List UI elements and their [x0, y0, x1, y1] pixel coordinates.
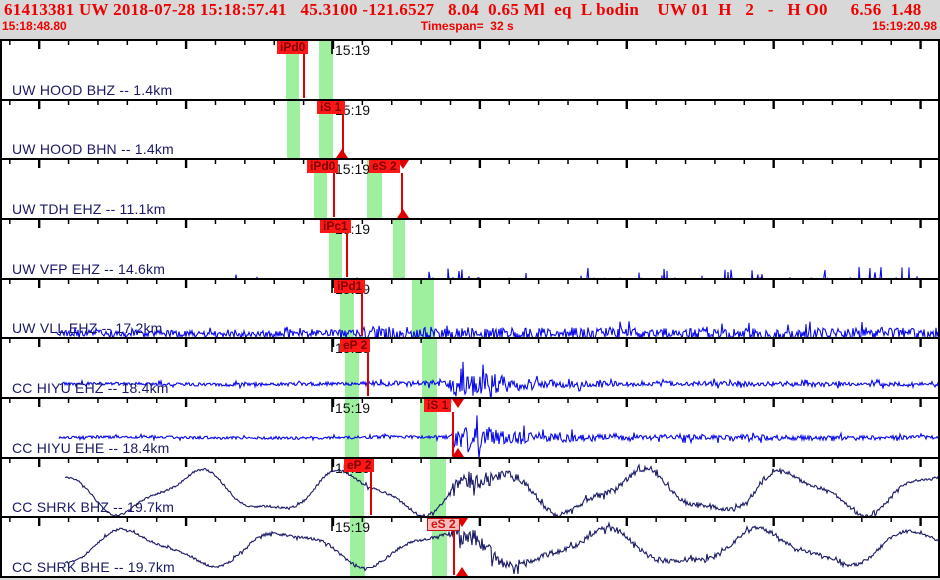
pick-time-line[interactable] [452, 412, 454, 456]
phase-pick-flag[interactable]: eP 2 [344, 459, 375, 472]
phase-window-band [393, 220, 405, 278]
station-channel-label: UW TDH EHZ -- 11.1km [12, 201, 166, 218]
minute-time-label: 15:19 [335, 161, 371, 178]
pick-marker-down-icon [452, 399, 464, 409]
station-channel-label: CC SHRK BHZ -- 19.7km [12, 499, 175, 516]
pick-marker-down-icon [397, 160, 409, 170]
phase-window-band [412, 279, 434, 338]
phase-window-band [287, 100, 300, 159]
seismogram-waveform[interactable] [2, 339, 938, 398]
phase-window-band [329, 220, 342, 278]
phase-window-band [319, 41, 333, 99]
time-axis-header: 15:18:48.80 Timespan= 32 s 15:19:20.98 [0, 19, 940, 33]
window-end-time: 15:19:20.98 [872, 19, 937, 33]
station-channel-label: CC SHRK BHE -- 19.7km [12, 559, 175, 576]
phase-window-band [340, 279, 354, 338]
pick-marker-up-icon [456, 567, 468, 577]
station-channel-label: CC HIYU EHZ -- 18.4km [12, 380, 169, 397]
pick-time-line[interactable] [333, 173, 335, 218]
phase-window-band [430, 458, 446, 517]
trace-panel-cc-shrk-bhe[interactable]: 15:19 eS 2 CC SHRK BHE -- 19.7km [2, 516, 938, 577]
trace-panel-cc-hiyu-ehe[interactable]: 15:19 iS 1 CC HIYU EHE -- 18.4km [2, 397, 938, 457]
pick-time-line[interactable] [401, 173, 403, 218]
seismogram-waveform[interactable] [2, 399, 938, 457]
phase-window-band [345, 399, 359, 457]
trace-panel-cc-hiyu-ehz[interactable]: 15:19eP 2CC HIYU EHZ -- 18.4km [2, 337, 938, 398]
pick-time-line[interactable] [342, 113, 344, 158]
phase-window-band [314, 160, 327, 219]
phase-window-band [286, 41, 299, 99]
pick-time-line[interactable] [361, 292, 363, 337]
time-tick-marks [9, 279, 922, 293]
trace-panel-uw-tdh-ehz[interactable]: 15:19 iPd0 eS 2 UW TDH EHZ -- 11.1km [2, 158, 938, 219]
phase-window-band [432, 518, 447, 577]
trace-panel-uw-hood-bhn[interactable]: 15:19 iS 1 UW HOOD BHN -- 1.4km [2, 98, 938, 159]
phase-pick-flag[interactable]: iPc1 [320, 220, 351, 234]
phase-pick-flag[interactable]: eP 2 [340, 339, 371, 353]
pick-marker-up-icon [452, 447, 464, 457]
phase-pick-flag[interactable]: iPd0 [307, 160, 339, 174]
station-channel-label: UW HOOD BHN -- 1.4km [12, 141, 174, 158]
station-channel-label: UW VFP EHZ -- 14.6km [12, 260, 166, 277]
trace-panel-uw-vll-ehz[interactable]: 15:19iPd1UW VLL EHZ -- 17.2km [2, 277, 938, 338]
trace-panels-container: 15:19 iPd0 UW HOOD BHZ -- 1.4km 15:19 iS 1 UW… [0, 39, 940, 578]
pick-time-line[interactable] [370, 471, 372, 516]
phase-pick-flag[interactable]: iS 1 [424, 399, 452, 413]
station-channel-label: UW HOOD BHZ -- 1.4km [12, 81, 173, 98]
trace-panel-cc-shrk-bhz[interactable]: 15:19eP 2CC SHRK BHZ -- 19.7km [2, 456, 938, 517]
pick-time-line[interactable] [453, 531, 455, 576]
pick-marker-down-icon [456, 518, 468, 528]
pick-time-line[interactable] [367, 352, 369, 397]
phase-window-band [367, 160, 382, 219]
pick-time-line[interactable] [303, 54, 305, 98]
pick-time-line[interactable] [346, 233, 348, 277]
timespan-label: Timespan= 32 s [420, 19, 514, 33]
phase-window-band [319, 100, 333, 159]
time-tick-marks [9, 518, 922, 532]
phase-window-band [420, 399, 437, 457]
phase-window-band [345, 339, 359, 398]
phase-window-band [350, 458, 364, 517]
seismogram-waveform[interactable] [2, 518, 938, 576]
trace-panel-uw-vfp-ehz[interactable]: 15:19 iPc1 UW VFP EHZ -- 14.6km [2, 218, 938, 278]
window-start-time: 15:18:48.80 [2, 19, 67, 33]
phase-pick-flag[interactable]: iPd0 [277, 41, 309, 54]
trace-panel-uw-hood-bhz[interactable]: 15:19 iPd0 UW HOOD BHZ -- 1.4km [2, 39, 938, 99]
phase-pick-flag[interactable]: iPd1 [334, 280, 366, 293]
phase-pick-flag[interactable]: eS 2 [427, 518, 460, 532]
minute-time-label: 15:19 [335, 519, 371, 536]
phase-pick-flag[interactable]: eS 2 [369, 160, 400, 174]
seismogram-waveform[interactable] [2, 459, 938, 517]
phase-pick-flag[interactable]: iS 1 [317, 101, 345, 114]
event-header-title: 61413381 UW 2018-07-28 15:18:57.41 45.31… [4, 0, 922, 19]
seismogram-waveform[interactable] [2, 280, 938, 338]
station-channel-label: CC HIYU EHE -- 18.4km [12, 439, 170, 456]
minute-time-label: 15:19 [335, 42, 371, 58]
pick-marker-up-icon [336, 149, 348, 159]
phase-window-band [350, 518, 365, 577]
minute-time-label: 15:19 [335, 400, 371, 417]
station-channel-label: UW VLL EHZ -- 17.2km [12, 320, 163, 337]
pick-marker-up-icon [397, 209, 409, 219]
